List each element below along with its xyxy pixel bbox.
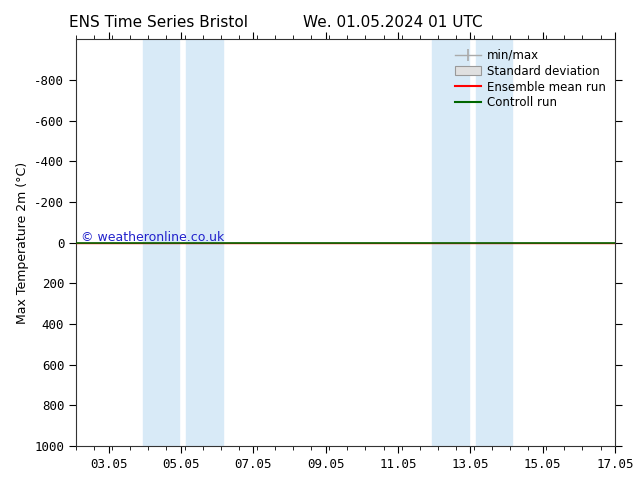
Text: We. 01.05.2024 01 UTC: We. 01.05.2024 01 UTC [303, 15, 483, 30]
Y-axis label: Max Temperature 2m (°C): Max Temperature 2m (°C) [16, 162, 29, 323]
Bar [476, 39, 512, 446]
Legend: min/max, Standard deviation, Ensemble mean run, Controll run: min/max, Standard deviation, Ensemble me… [451, 45, 609, 113]
Text: © weatheronline.co.uk: © weatheronline.co.uk [81, 230, 224, 244]
Text: ENS Time Series Bristol: ENS Time Series Bristol [69, 15, 248, 30]
Bar [186, 39, 223, 446]
Bar [143, 39, 179, 446]
Bar [432, 39, 469, 446]
